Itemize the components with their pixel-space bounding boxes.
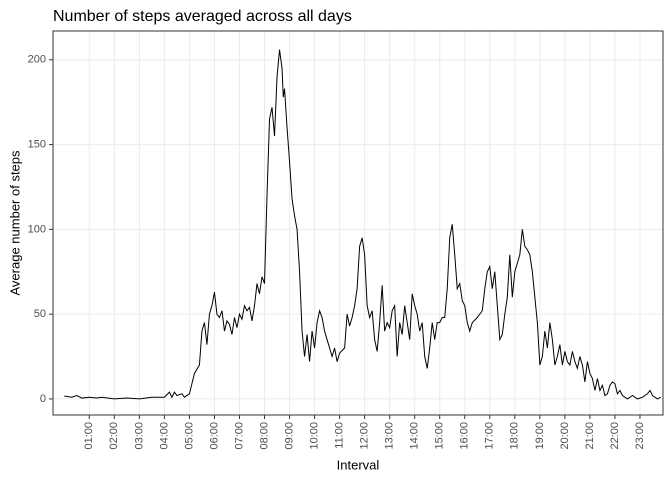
x-tick-label: 17:00 bbox=[484, 422, 496, 450]
x-tick-label: 15:00 bbox=[434, 422, 446, 450]
x-tick-label: 11:00 bbox=[334, 422, 346, 449]
x-tick-label: 22:00 bbox=[609, 422, 621, 450]
y-tick-label: 100 bbox=[28, 223, 46, 235]
x-tick-label: 13:00 bbox=[384, 422, 396, 450]
x-tick-label: 20:00 bbox=[559, 422, 571, 450]
x-tick-label: 01:00 bbox=[83, 422, 95, 450]
y-tick-label: 150 bbox=[28, 138, 46, 150]
data-line bbox=[64, 49, 661, 400]
x-tick-label: 18:00 bbox=[509, 422, 521, 450]
y-tick-label: 0 bbox=[40, 393, 46, 405]
x-tick-label: 21:00 bbox=[584, 422, 596, 450]
y-axis-label: Average number of steps bbox=[7, 150, 22, 296]
x-tick-label: 12:00 bbox=[359, 422, 371, 450]
x-tick-label: 02:00 bbox=[108, 422, 120, 450]
chart-title: Number of steps averaged across all days bbox=[53, 8, 352, 25]
y-tick-label: 50 bbox=[34, 308, 46, 320]
x-tick-label: 09:00 bbox=[283, 422, 295, 450]
y-tick-label: 200 bbox=[28, 54, 46, 66]
x-tick-label: 03:00 bbox=[133, 422, 145, 450]
x-tick-label: 14:00 bbox=[409, 422, 421, 450]
x-tick-label: 05:00 bbox=[183, 422, 195, 450]
x-tick-label: 08:00 bbox=[258, 422, 270, 450]
x-tick-label: 16:00 bbox=[459, 422, 471, 450]
x-tick-label: 10:00 bbox=[308, 422, 320, 450]
panel-border bbox=[52, 30, 664, 416]
x-axis-label: Interval bbox=[337, 457, 380, 472]
x-tick-label: 04:00 bbox=[158, 422, 170, 450]
x-tick-label: 23:00 bbox=[634, 422, 646, 450]
x-tick-label: 07:00 bbox=[233, 422, 245, 450]
x-tick-label: 06:00 bbox=[208, 422, 220, 450]
x-tick-label: 19:00 bbox=[534, 422, 546, 450]
